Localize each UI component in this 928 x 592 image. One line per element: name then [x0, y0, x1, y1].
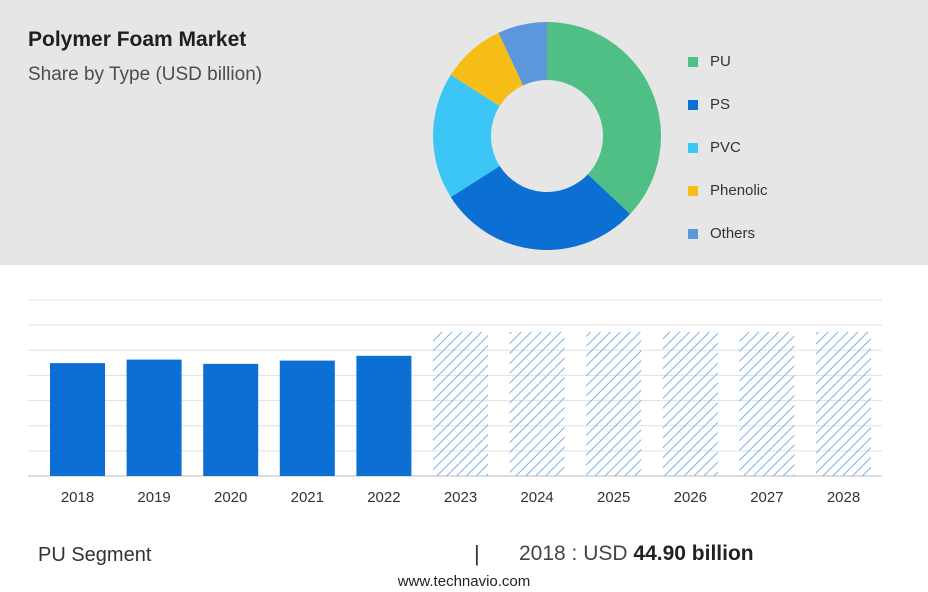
x-tick-label-2026: 2026 — [674, 489, 707, 506]
forecast-bar-2026 — [662, 331, 718, 476]
legend-swatch-pu — [688, 56, 698, 67]
chart-subtitle: Share by Type (USD billion) — [28, 64, 263, 85]
legend-item-ps: PS — [688, 83, 768, 126]
forecast-bar-2025 — [586, 331, 642, 476]
segment-label: PU Segment — [38, 544, 152, 566]
donut-chart — [433, 22, 661, 250]
bar-2022 — [356, 355, 412, 476]
legend-label-pvc: PVC — [710, 139, 741, 156]
legend-label-others: Others — [710, 225, 756, 242]
donut-slice-pu — [547, 22, 661, 215]
legend-swatch-pvc — [688, 142, 698, 153]
x-tick-label-2025: 2025 — [597, 489, 630, 506]
bar-2018 — [50, 363, 105, 476]
footer-divider: | — [474, 541, 480, 566]
x-tick-label-2018: 2018 — [61, 489, 94, 506]
legend-item-others: Others — [688, 212, 768, 255]
donut-slice-ps — [450, 166, 631, 250]
bar-2020 — [203, 363, 259, 476]
legend-item-phenolic: Phenolic — [688, 169, 768, 212]
donut-slice-others — [498, 22, 547, 86]
x-tick-label-2027: 2027 — [750, 489, 783, 506]
x-tick-label-2028: 2028 — [827, 489, 860, 506]
forecast-bar-2027 — [739, 331, 795, 476]
x-tick-label-2024: 2024 — [520, 489, 553, 506]
legend-item-pu: PU — [688, 40, 768, 83]
x-tick-label-2022: 2022 — [367, 489, 400, 506]
source-credit: www.technavio.com — [397, 573, 531, 590]
segment-value-amount: 44.90 billion — [633, 542, 754, 565]
segment-year-label: 2018 : USD — [519, 542, 634, 565]
forecast-bar-2023 — [433, 331, 488, 476]
donut-slice-pvc — [433, 74, 500, 198]
donut-legend: PU PS PVC Phenolic Others — [688, 40, 768, 255]
x-tick-label-2021: 2021 — [291, 489, 324, 506]
legend-label-pu: PU — [710, 53, 731, 70]
legend-label-ps: PS — [710, 96, 731, 113]
bar-chart: 2018 2019 2020 2021 2022 2023 2024 2025 2026 2027… — [28, 299, 882, 506]
x-tick-label-2019: 2019 — [137, 489, 170, 506]
legend-swatch-others — [688, 228, 698, 239]
chart-title: Polymer Foam Market — [28, 28, 247, 51]
bar-2021 — [279, 360, 335, 476]
legend-label-phenolic: Phenolic — [710, 182, 768, 199]
segment-value: 2018 : USD 44.90 billion — [519, 542, 754, 566]
legend-swatch-ps — [688, 99, 698, 110]
donut-slice-phenolic — [450, 32, 524, 106]
x-tick-label-2023: 2023 — [444, 489, 477, 506]
legend-item-pvc: PVC — [688, 126, 768, 169]
x-tick-label-2020: 2020 — [214, 489, 247, 506]
forecast-bar-2024 — [509, 331, 565, 476]
bar-2019 — [126, 359, 182, 476]
forecast-bar-2028 — [816, 331, 871, 476]
legend-swatch-phenolic — [688, 185, 698, 196]
